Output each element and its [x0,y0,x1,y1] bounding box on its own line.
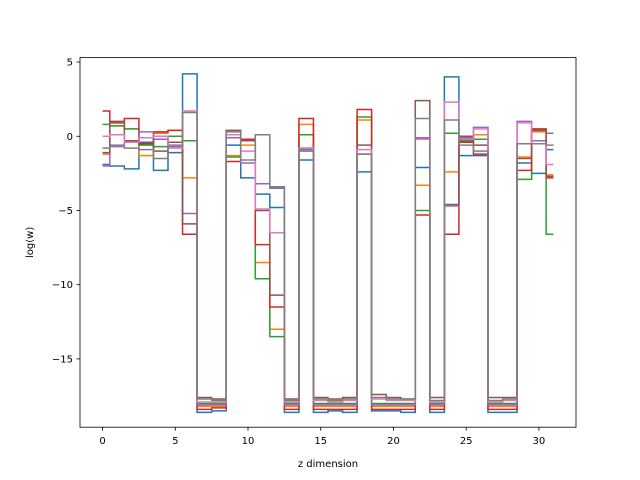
x-tick-label: 20 [387,436,400,447]
x-tick-label: 0 [99,436,105,447]
series-line-2 [102,116,554,405]
axes-frame [79,57,577,428]
x-tick-label: 15 [314,436,327,447]
x-tick-label: 5 [172,436,178,447]
y-tick-label: −10 [52,280,73,291]
series-line-3 [102,108,554,411]
y-tick-label: −5 [58,206,73,217]
x-tick-label: 10 [242,436,255,447]
series-line-1 [102,119,554,408]
x-tick-label: 30 [533,436,546,447]
y-tick-label: 0 [67,132,73,143]
series-line-4 [102,120,554,406]
y-tick-label: 5 [67,58,73,69]
x-axis-label: z dimension [298,459,358,470]
plot-lines [102,73,554,414]
x-tick-label: 25 [460,436,473,447]
series-line-7 [102,111,554,402]
y-tick-label: −15 [52,354,73,365]
series-line-0 [102,73,554,414]
y-axis-label: log(w) [25,227,36,258]
y-axis-ticks: −15 −10 −5 0 5 [52,58,80,365]
series-line-5 [102,99,554,400]
x-axis-ticks: 0 5 10 15 20 25 30 [99,427,545,447]
